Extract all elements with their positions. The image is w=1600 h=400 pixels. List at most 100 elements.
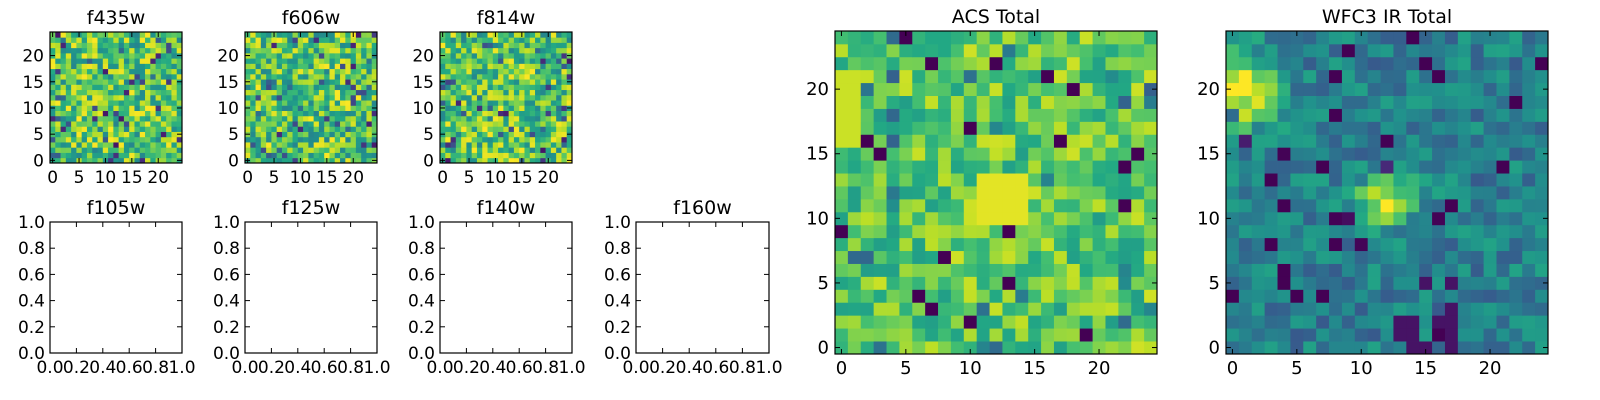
heatmap-cell [108, 142, 114, 148]
heatmap-cell [150, 58, 156, 64]
heatmap-cell [1144, 237, 1158, 252]
heatmap-cell [255, 152, 262, 159]
heatmap-cell [503, 157, 510, 164]
heatmap-cell [1118, 147, 1132, 161]
heatmap-cell [155, 68, 162, 75]
heatmap-cell [123, 110, 130, 117]
heatmap-cell [508, 73, 515, 80]
heatmap-cell [1092, 147, 1106, 161]
heatmap-cell [71, 58, 77, 64]
heatmap-cell [476, 63, 483, 70]
heatmap-cell [118, 58, 125, 64]
heatmap-cell [160, 147, 167, 153]
heatmap-cell [102, 105, 109, 111]
heatmap-cell [1419, 186, 1433, 200]
heatmap-cell [1470, 69, 1484, 84]
heatmap-cell [476, 147, 483, 153]
heatmap-cell [340, 73, 346, 80]
heatmap-cell [529, 47, 536, 54]
heatmap-cell [329, 73, 336, 80]
heatmap-cell [318, 37, 325, 43]
heatmap-cell [1509, 173, 1523, 187]
heatmap-cell [340, 105, 346, 111]
heatmap-cell [540, 94, 546, 101]
heatmap-cell [1419, 341, 1433, 355]
heatmap-cell [334, 47, 341, 54]
heatmap-cell [1251, 160, 1266, 174]
heatmap-cell [324, 68, 330, 75]
heatmap-cell [1522, 95, 1536, 109]
heatmap-cell [81, 73, 88, 80]
heatmap-cell [847, 315, 862, 329]
heatmap-cell [102, 126, 109, 132]
heatmap-cell [355, 147, 362, 153]
heatmap-cell [886, 69, 900, 84]
heatmap-cell [519, 115, 525, 122]
heatmap-cell [950, 263, 965, 277]
heatmap-cell [1264, 289, 1278, 303]
heatmap-cell [118, 105, 125, 111]
heatmap-cell [1277, 224, 1291, 239]
heatmap-cell [1470, 43, 1484, 58]
heatmap-cell [118, 68, 125, 75]
heatmap-cell [498, 42, 504, 49]
heatmap-cell [1144, 224, 1158, 239]
heatmap-cell [1105, 224, 1119, 239]
y-tick-label: 10 [22, 99, 44, 119]
heatmap-cell [371, 63, 378, 70]
heatmap-cell [1002, 237, 1016, 252]
heatmap-cell [145, 147, 151, 153]
heatmap-cell [113, 152, 120, 159]
heatmap-cell [508, 79, 515, 85]
heatmap-cell [461, 58, 467, 64]
heatmap-cell [297, 147, 304, 153]
heatmap-cell [1457, 95, 1472, 109]
heatmap-cell [292, 37, 299, 43]
heatmap-cell [271, 63, 278, 70]
heatmap-cell [455, 63, 462, 70]
heatmap-cell [1329, 224, 1343, 239]
heatmap-cell [835, 56, 849, 71]
heatmap-cell [1066, 237, 1081, 252]
heatmap-cell [498, 136, 504, 143]
heatmap-cell [1444, 263, 1459, 277]
heatmap-cell [65, 42, 72, 49]
y-tick-label: 10 [806, 208, 829, 229]
heatmap-cell [1238, 237, 1253, 252]
heatmap-cell [503, 73, 510, 80]
heatmap-cell [925, 237, 939, 252]
heatmap-cell [899, 250, 913, 264]
heatmap-cell [529, 152, 536, 159]
heatmap-cell [86, 89, 93, 96]
heatmap-cell [355, 42, 362, 49]
heatmap-cell [455, 105, 462, 111]
heatmap-cell [334, 37, 341, 43]
heatmap-cell [461, 79, 467, 85]
heatmap-cell [1457, 31, 1472, 45]
heatmap-cell [1406, 43, 1420, 58]
heatmap-cell [899, 211, 913, 226]
heatmap-cell [1290, 147, 1304, 161]
heatmap-cell [1367, 160, 1381, 174]
heatmap-cell [1341, 31, 1356, 45]
heatmap-cell [355, 47, 362, 54]
heatmap-cell [1432, 250, 1446, 264]
heatmap-cell [250, 126, 256, 132]
heatmap-cell [450, 131, 457, 138]
heatmap-cell [134, 136, 141, 143]
heatmap-cell [925, 341, 939, 355]
heatmap-cell [466, 79, 473, 85]
heatmap-cell [1444, 134, 1459, 148]
heatmap-cell [355, 32, 362, 38]
heatmap-cell [1470, 95, 1484, 109]
heatmap-cell [145, 110, 151, 117]
heatmap-cell [1226, 276, 1240, 290]
heatmap-cell [1226, 43, 1240, 58]
heatmap-cell [1341, 276, 1356, 290]
heatmap-cell [171, 79, 178, 85]
heatmap-cell [55, 142, 61, 148]
heatmap-cell [466, 147, 473, 153]
heatmap-cell [303, 89, 309, 96]
heatmap-cell [529, 32, 536, 38]
